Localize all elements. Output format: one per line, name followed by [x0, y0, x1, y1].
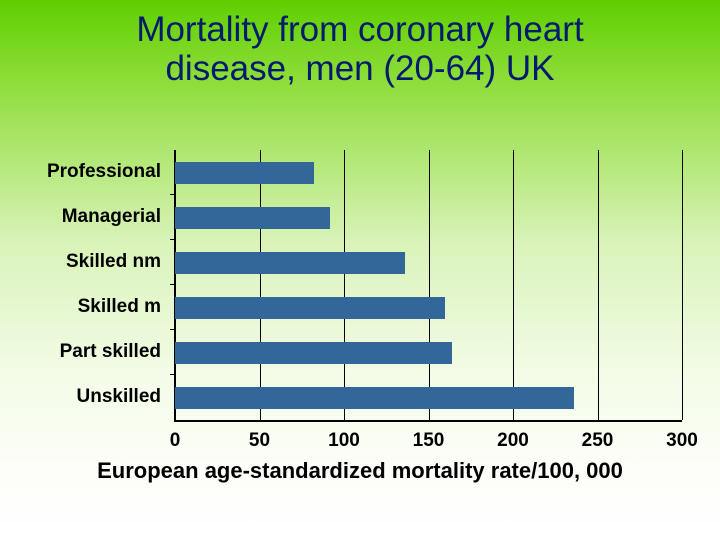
- gridline: [260, 150, 261, 420]
- y-minor-tick: [170, 194, 175, 195]
- category-label: Managerial: [0, 206, 161, 228]
- x-tick-label: 50: [230, 430, 290, 452]
- x-axis-title: European age-standardized mortality rate…: [0, 458, 720, 484]
- x-tick-label: 150: [399, 430, 459, 452]
- x-tick-label: 250: [568, 430, 628, 452]
- x-tick-label: 200: [483, 430, 543, 452]
- x-tick-label: 0: [145, 430, 205, 452]
- gridline: [598, 150, 599, 420]
- gridline: [429, 150, 430, 420]
- y-minor-tick: [170, 329, 175, 330]
- plot-region: [175, 150, 682, 420]
- bar: [175, 162, 314, 184]
- category-label: Skilled nm: [0, 251, 161, 273]
- title-line-2: disease, men (20-64) UK: [165, 49, 554, 88]
- gridline: [513, 150, 514, 420]
- category-label: Unskilled: [0, 386, 161, 408]
- gridline: [344, 150, 345, 420]
- category-label: Skilled m: [0, 296, 161, 318]
- category-label: Part skilled: [0, 341, 161, 363]
- x-tick-label: 300: [652, 430, 712, 452]
- bar-chart: Professional Managerial Skilled nm Skilled …: [0, 130, 720, 510]
- bar: [175, 252, 405, 274]
- bar: [175, 297, 445, 319]
- title-line-1: Mortality from coronary heart: [136, 10, 583, 49]
- y-minor-tick: [170, 239, 175, 240]
- category-label: Professional: [0, 161, 161, 183]
- slide-title: Mortality from coronary heart disease, m…: [0, 10, 720, 88]
- bar: [175, 342, 452, 364]
- y-axis-line: [174, 150, 176, 422]
- bar: [175, 207, 330, 229]
- y-minor-tick: [170, 284, 175, 285]
- bar: [175, 387, 574, 409]
- y-minor-tick: [170, 374, 175, 375]
- x-axis-line: [175, 420, 682, 422]
- gridline: [682, 150, 683, 420]
- x-tick-label: 100: [314, 430, 374, 452]
